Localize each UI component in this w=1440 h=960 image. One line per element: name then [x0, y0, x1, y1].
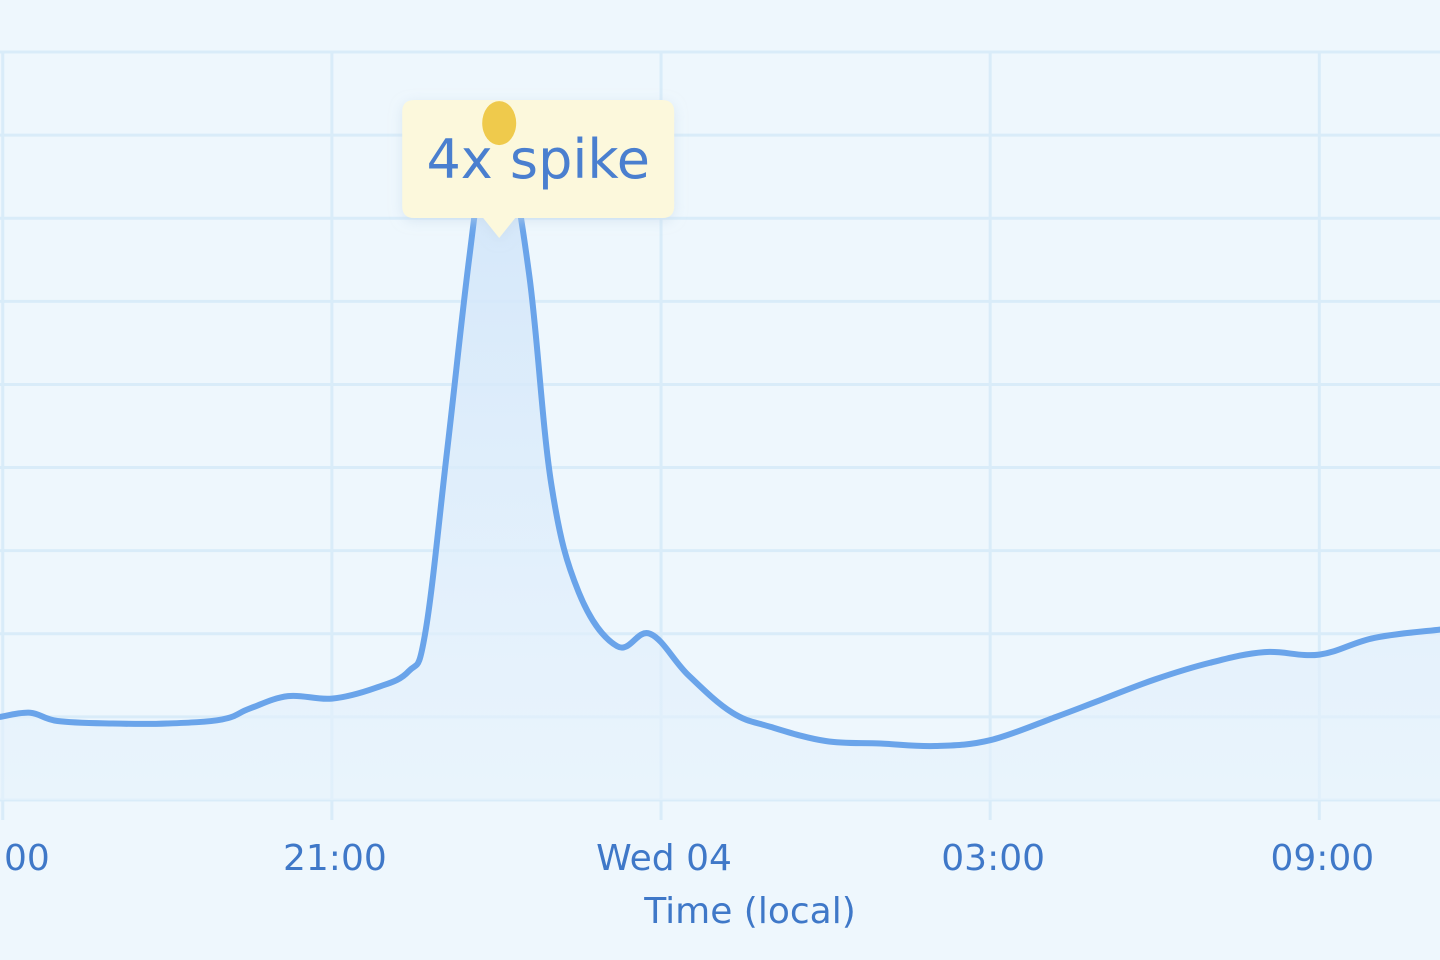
spike-annotation-label: 4x spike	[426, 128, 649, 191]
series-line	[0, 109, 1440, 750]
series-area	[0, 112, 1440, 800]
series-area-fill	[0, 112, 1440, 800]
spike-marker	[482, 101, 517, 146]
x-axis-ticks: 00 21:00 Wed 04 03:00 09:00	[4, 838, 1374, 879]
x-tick-label: 03:00	[941, 838, 1045, 879]
x-axis-title: Time (local)	[643, 891, 856, 932]
x-tick-label: Wed 04	[596, 838, 732, 879]
series-line-path	[0, 109, 1440, 750]
spike-annotation: 4x spike	[402, 100, 675, 238]
spike-callout-box	[402, 100, 675, 238]
x-tick-label: 09:00	[1270, 838, 1374, 879]
spike-callout	[402, 100, 675, 238]
x-tick-label: 21:00	[283, 838, 387, 879]
x-tick-label: 00	[4, 838, 50, 879]
